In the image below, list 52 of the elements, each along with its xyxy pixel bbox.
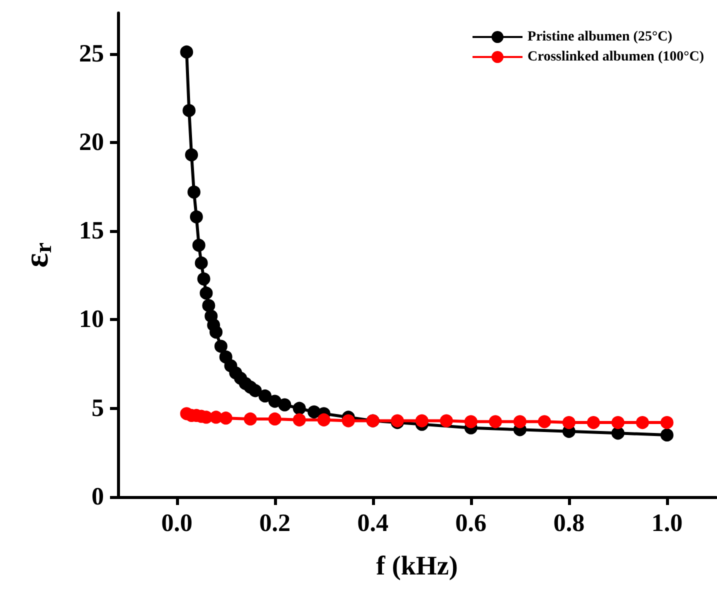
point <box>538 415 551 428</box>
point <box>292 413 306 426</box>
point <box>317 413 330 426</box>
x-tick-label: 1.0 <box>651 510 683 537</box>
point <box>219 412 232 425</box>
y-tick-label: 25 <box>79 40 104 68</box>
y-tick-label: 5 <box>92 394 104 422</box>
x-tick-label: 0.0 <box>161 510 192 537</box>
point <box>415 414 428 428</box>
x-tick-label: 0.6 <box>455 510 487 537</box>
x-tick-label: 0.4 <box>357 510 390 537</box>
point <box>660 428 674 442</box>
y-tick-label: 0 <box>92 484 104 510</box>
legend-label: Crosslinked albumen (100°C) <box>528 50 704 64</box>
point <box>268 394 282 408</box>
point <box>214 340 228 353</box>
point <box>194 256 208 270</box>
point <box>636 416 649 430</box>
point <box>611 416 624 430</box>
point <box>190 210 203 224</box>
legend-label: Pristine albumen (25°C) <box>528 30 673 44</box>
point <box>182 104 196 118</box>
point <box>244 412 257 426</box>
point <box>187 186 200 199</box>
y-tick-label: 15 <box>79 218 104 245</box>
point <box>268 412 282 426</box>
point <box>464 415 478 428</box>
point <box>611 426 624 440</box>
point <box>248 384 262 398</box>
point <box>278 398 292 412</box>
x-axis-title: f (kHz) <box>376 550 458 580</box>
point <box>180 46 194 58</box>
point <box>197 272 210 286</box>
point <box>342 414 355 428</box>
point <box>185 148 198 162</box>
point <box>440 414 453 428</box>
y-axis-title: εr <box>18 242 57 268</box>
point <box>660 416 674 430</box>
point <box>192 238 206 252</box>
point <box>586 416 600 430</box>
y-tick-label: 10 <box>79 306 104 334</box>
y-tick-label: 20 <box>79 128 104 156</box>
point <box>513 415 526 428</box>
point <box>488 415 502 428</box>
point <box>210 326 223 339</box>
x-tick-label: 0.2 <box>259 510 290 537</box>
point <box>200 286 213 300</box>
point <box>292 402 306 415</box>
point <box>202 299 216 312</box>
x-tick-label: 0.8 <box>553 510 585 537</box>
point <box>258 389 272 402</box>
point <box>562 416 576 430</box>
